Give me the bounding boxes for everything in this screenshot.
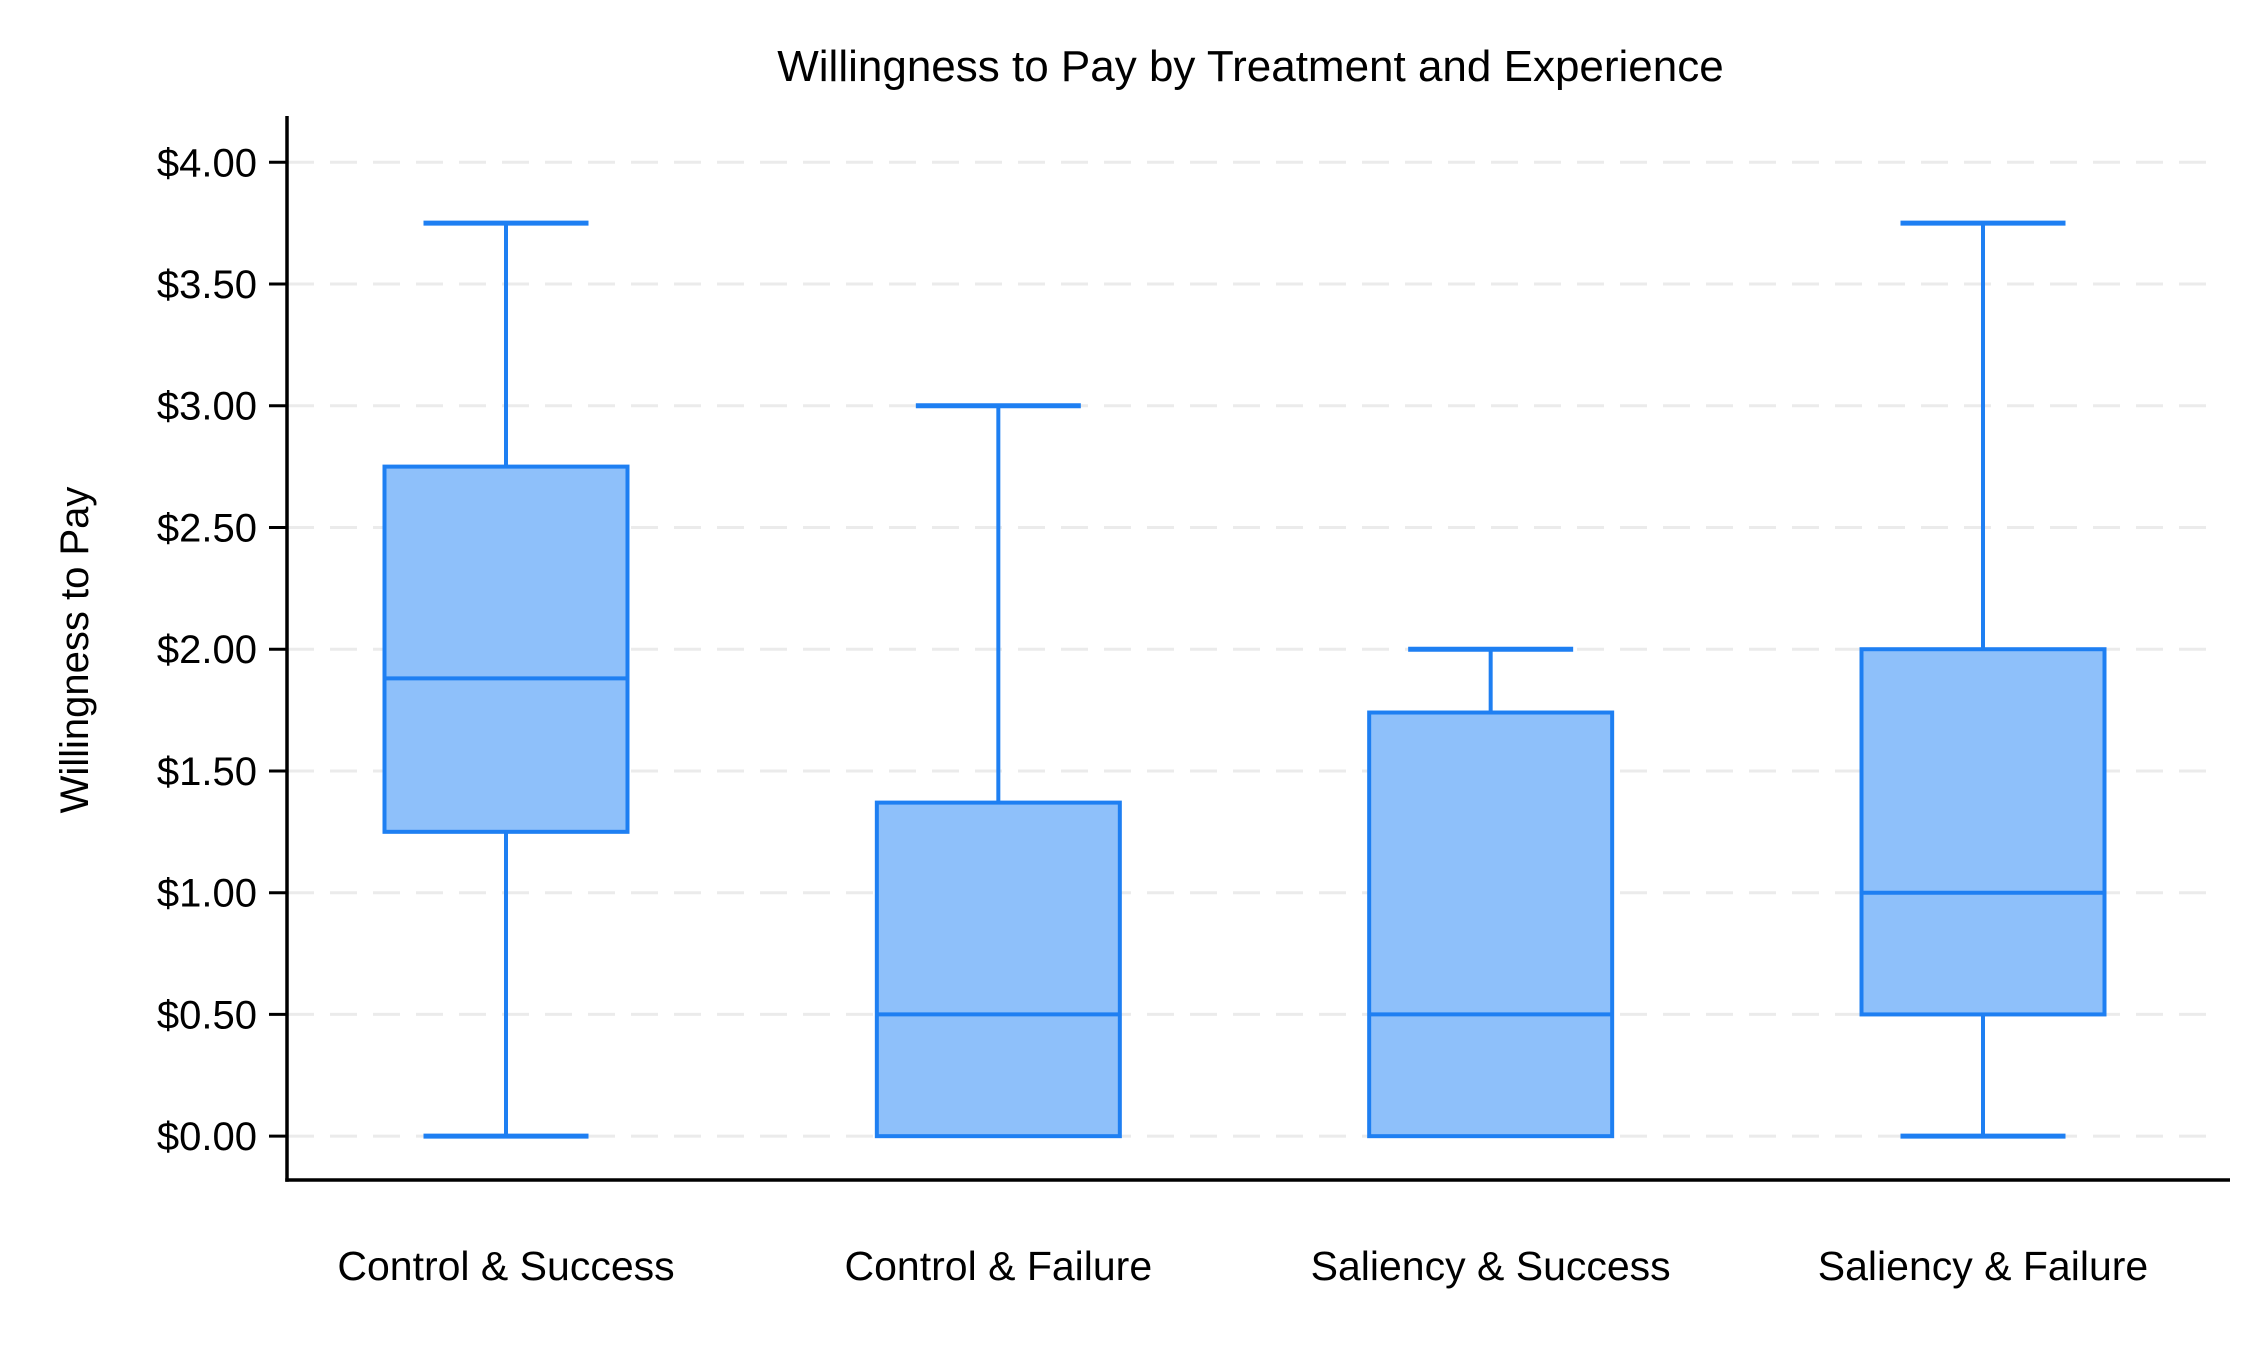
x-category-label: Control & Success [337,1243,674,1289]
box-rect [382,464,630,834]
y-tick-label: $1.00 [157,872,257,916]
chart-title: Willingness to Pay by Treatment and Expe… [777,42,1724,91]
y-tick-label: $3.50 [157,263,257,307]
x-category-label: Saliency & Failure [1818,1243,2148,1289]
y-tick-label: $2.00 [157,628,257,672]
x-category-label: Saliency & Success [1311,1243,1671,1289]
box-rect [874,800,1122,1139]
y-tick-label: $2.50 [157,506,257,550]
y-tick-label: $3.00 [157,385,257,429]
y-tick-label: $0.50 [157,993,257,1037]
y-tick-label: $4.00 [157,141,257,185]
y-tick-label: $1.50 [157,750,257,794]
y-tick-label: $0.00 [157,1115,257,1159]
box-rect [1367,710,1615,1139]
x-category-label: Control & Failure [845,1243,1153,1289]
box-rect [1859,647,2107,1017]
